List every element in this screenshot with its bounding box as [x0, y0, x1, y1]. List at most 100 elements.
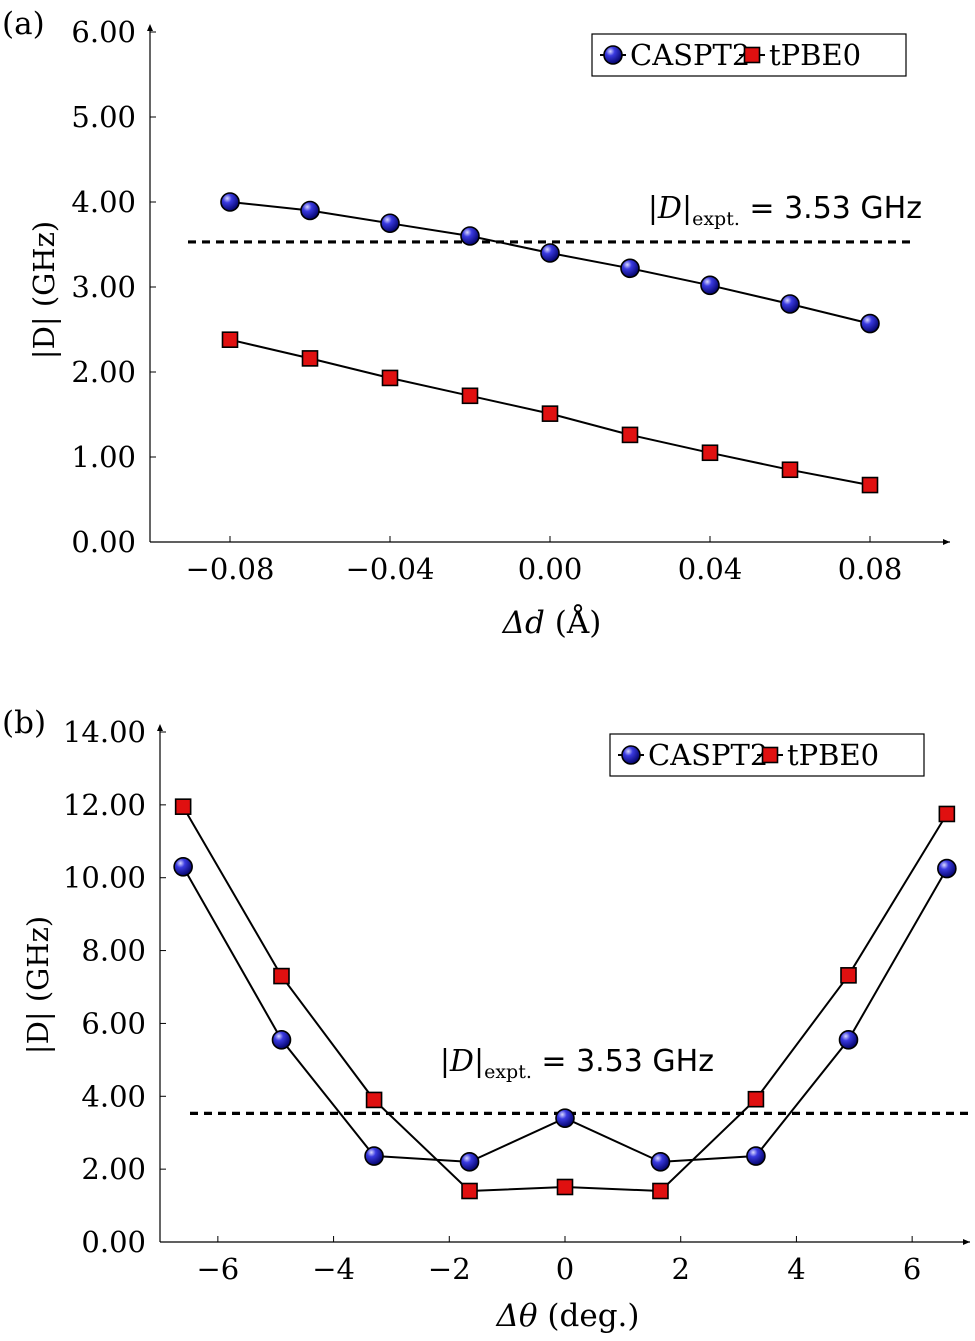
x-axis-unit: (Å) — [545, 603, 601, 641]
x-axis-symbol: Δd — [502, 605, 545, 641]
ref-label-sub: expt. — [484, 1061, 532, 1083]
legend-marker-tpbe0 — [743, 46, 761, 64]
data-point-tpbe0 — [747, 1090, 765, 1108]
data-point-tpbe0 — [174, 798, 192, 815]
data-point-caspt2 — [271, 1030, 292, 1050]
data-point-tpbe0 — [652, 1182, 669, 1200]
y-axis-label: |D| (GHz) — [27, 221, 61, 359]
data-point-caspt2 — [540, 243, 560, 263]
data-point-tpbe0 — [273, 967, 290, 985]
data-point-tpbe0 — [381, 369, 399, 387]
x-tick-label: −0.08 — [186, 552, 275, 586]
data-point-caspt2 — [380, 213, 400, 234]
legend-marker-caspt2 — [621, 745, 641, 765]
data-point-tpbe0 — [556, 1178, 574, 1196]
data-point-tpbe0 — [541, 405, 559, 422]
x-ticks: −0.08 −0.04 0.00 0.04 0.08 — [186, 536, 903, 586]
x-tick-label: 0.00 — [518, 552, 583, 586]
x-tick-label: 2 — [671, 1252, 689, 1286]
y-tick-label: 0.00 — [71, 525, 136, 559]
y-tick-label: 8.00 — [81, 934, 146, 968]
data-point-tpbe0 — [701, 444, 719, 462]
data-point-caspt2 — [650, 1152, 671, 1172]
axes — [157, 724, 970, 1245]
y-tick-label: 14.00 — [63, 715, 146, 749]
data-point-caspt2 — [460, 226, 480, 246]
y-tick-label: 4.00 — [81, 1079, 146, 1113]
reference-line-label: |D|expt. = 3.53 GHz — [440, 1044, 714, 1083]
legend-label-caspt2: CASPT2 — [648, 738, 768, 772]
y-tick-label: 1.00 — [71, 440, 136, 474]
x-axis-arrow — [963, 1239, 970, 1245]
ref-label-value: = 3.53 GHz — [532, 1044, 714, 1079]
legend-label-tpbe0: tPBE0 — [787, 738, 879, 772]
data-point-caspt2 — [459, 1152, 480, 1172]
y-axis-arrow — [147, 24, 153, 31]
data-point-tpbe0 — [781, 461, 799, 479]
data-point-caspt2 — [746, 1146, 766, 1166]
x-axis-arrow — [943, 539, 950, 545]
ref-label-value: = 3.53 GHz — [740, 191, 922, 226]
x-tick-label: 6 — [903, 1252, 921, 1286]
legend: CASPT2 tPBE0 — [591, 33, 907, 77]
data-point-caspt2 — [937, 858, 957, 879]
y-tick-label: 6.00 — [71, 15, 136, 49]
ref-label-main: |D| — [440, 1044, 484, 1079]
data-point-tpbe0 — [621, 426, 639, 444]
legend-marker-caspt2 — [603, 45, 623, 65]
legend-label-tpbe0: tPBE0 — [769, 38, 861, 72]
ref-label-sub: expt. — [692, 208, 740, 230]
y-tick-label: 6.00 — [81, 1006, 146, 1040]
data-point-caspt2 — [620, 258, 640, 279]
x-tick-label: 0 — [556, 1252, 574, 1286]
data-point-caspt2 — [860, 313, 880, 334]
ref-label-main: |D| — [648, 191, 692, 226]
data-point-tpbe0 — [461, 1182, 478, 1200]
x-axis-unit: (deg.) — [538, 1298, 640, 1334]
x-tick-label: −6 — [196, 1252, 239, 1286]
legend: CASPT2 tPBE0 — [609, 733, 925, 777]
y-tick-label: 10.00 — [63, 861, 146, 895]
data-point-caspt2 — [173, 856, 193, 877]
panel-a: (a) |D| (GHz) Δd (Å) |D|expt. = 3.53 GHz… — [2, 6, 950, 641]
series-group — [220, 192, 880, 494]
data-point-tpbe0 — [221, 331, 239, 349]
panel-label: (a) — [2, 6, 45, 42]
axes — [147, 24, 950, 545]
series-group — [173, 798, 957, 1200]
data-point-tpbe0 — [461, 387, 479, 405]
x-tick-label: 0.04 — [678, 552, 743, 586]
data-point-caspt2 — [780, 294, 800, 314]
y-tick-label: 12.00 — [63, 788, 146, 822]
data-point-caspt2 — [555, 1108, 575, 1128]
y-tick-label: 5.00 — [71, 100, 136, 134]
y-tick-label: 2.00 — [81, 1152, 146, 1186]
data-point-caspt2 — [300, 200, 320, 221]
x-tick-label: 0.08 — [838, 552, 903, 586]
legend-label-caspt2: CASPT2 — [630, 38, 750, 72]
x-axis-symbol: Δθ — [496, 1298, 538, 1334]
y-ticks: 0.00 1.00 2.00 3.00 4.00 5.00 6.00 — [71, 15, 156, 559]
y-ticks: 0.00 2.00 4.00 6.00 8.00 10.00 12.00 14.00 — [63, 715, 166, 1259]
y-tick-label: 3.00 — [71, 270, 136, 304]
x-ticks: −6 −4 −2 0 2 4 6 — [196, 1236, 921, 1286]
y-axis-arrow — [157, 724, 163, 731]
x-tick-label: −4 — [312, 1252, 355, 1286]
data-point-tpbe0 — [365, 1091, 383, 1109]
x-tick-label: −2 — [428, 1252, 471, 1286]
y-tick-label: 2.00 — [71, 355, 136, 389]
x-axis-label: Δd (Å) — [502, 603, 602, 641]
data-point-caspt2 — [700, 275, 720, 296]
y-tick-label: 0.00 — [81, 1225, 146, 1259]
x-tick-label: −0.04 — [346, 552, 435, 586]
data-point-tpbe0 — [840, 967, 857, 984]
data-point-caspt2 — [838, 1030, 859, 1050]
data-point-tpbe0 — [301, 350, 319, 367]
panel-b: (b) |D| (GHz) Δθ (deg.) |D|expt. = 3.53 … — [2, 705, 970, 1334]
x-tick-label: 4 — [787, 1252, 805, 1286]
y-tick-label: 4.00 — [71, 185, 136, 219]
legend-marker-tpbe0 — [761, 746, 779, 764]
panel-label: (b) — [2, 705, 46, 741]
series-line-tpbe0 — [182, 806, 948, 1193]
